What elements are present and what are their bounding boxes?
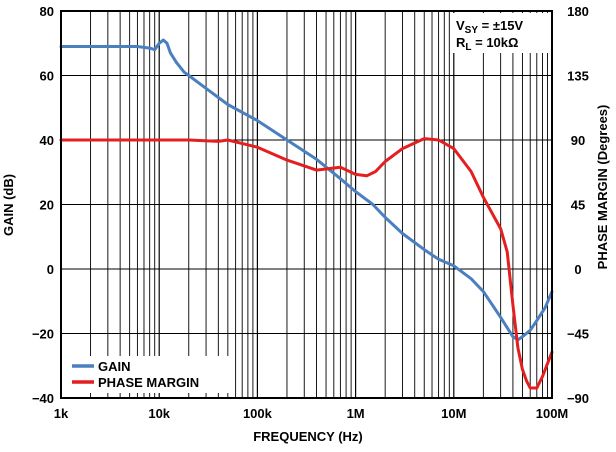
plot-curves xyxy=(59,38,554,390)
right-axis-ticks: −90 −45 0 45 90 135 180 xyxy=(567,4,589,406)
y2-axis-label: PHASE MARGIN (Degrees) xyxy=(595,105,610,270)
y-tick-label: 20 xyxy=(40,198,54,213)
y-tick-label: 40 xyxy=(40,133,54,148)
y-axis-label: GAIN (dB) xyxy=(1,174,16,236)
conditions-box: VSY = ±15V RL = 10kΩ xyxy=(451,13,548,53)
series-line-gain xyxy=(59,38,554,342)
y2-tick-label: 45 xyxy=(571,198,585,213)
y2-tick-label: −45 xyxy=(567,327,589,342)
y2-tick-label: −90 xyxy=(567,391,589,406)
x-tick-label: 10M xyxy=(441,406,466,421)
series-line-phase-margin xyxy=(59,137,554,390)
y-tick-label: 60 xyxy=(40,69,54,84)
conditions-background xyxy=(451,13,548,53)
x-tick-label: 10k xyxy=(148,406,170,421)
x-axis-label: FREQUENCY (Hz) xyxy=(253,429,363,444)
y2-tick-label: 135 xyxy=(567,69,589,84)
legend-label-gain: GAIN xyxy=(98,359,131,374)
y-tick-label: −20 xyxy=(32,327,54,342)
x-tick-label: 100M xyxy=(536,406,569,421)
y2-tick-label: 180 xyxy=(567,4,589,19)
condition-vsy: VSY = ±15V xyxy=(456,18,523,36)
legend: GAIN PHASE MARGIN xyxy=(68,356,230,393)
plot-frame xyxy=(60,10,553,399)
condition-rl: RL = 10kΩ xyxy=(456,35,518,53)
left-axis-ticks: −40 −20 0 20 40 60 80 xyxy=(32,4,54,406)
x-tick-label: 100k xyxy=(243,406,273,421)
y-tick-label: 80 xyxy=(40,4,54,19)
y-tick-label: 0 xyxy=(47,262,54,277)
y2-tick-label: 0 xyxy=(574,262,581,277)
x-tick-label: 1k xyxy=(54,406,69,421)
x-tick-label: 1M xyxy=(347,406,365,421)
grid xyxy=(61,11,552,398)
y2-tick-label: 90 xyxy=(571,133,585,148)
legend-background xyxy=(68,356,230,393)
legend-label-phase-margin: PHASE MARGIN xyxy=(98,375,199,390)
y-tick-label: −40 xyxy=(32,391,54,406)
bottom-axis-ticks: 1k 10k 100k 1M 10M 100M xyxy=(54,406,569,421)
